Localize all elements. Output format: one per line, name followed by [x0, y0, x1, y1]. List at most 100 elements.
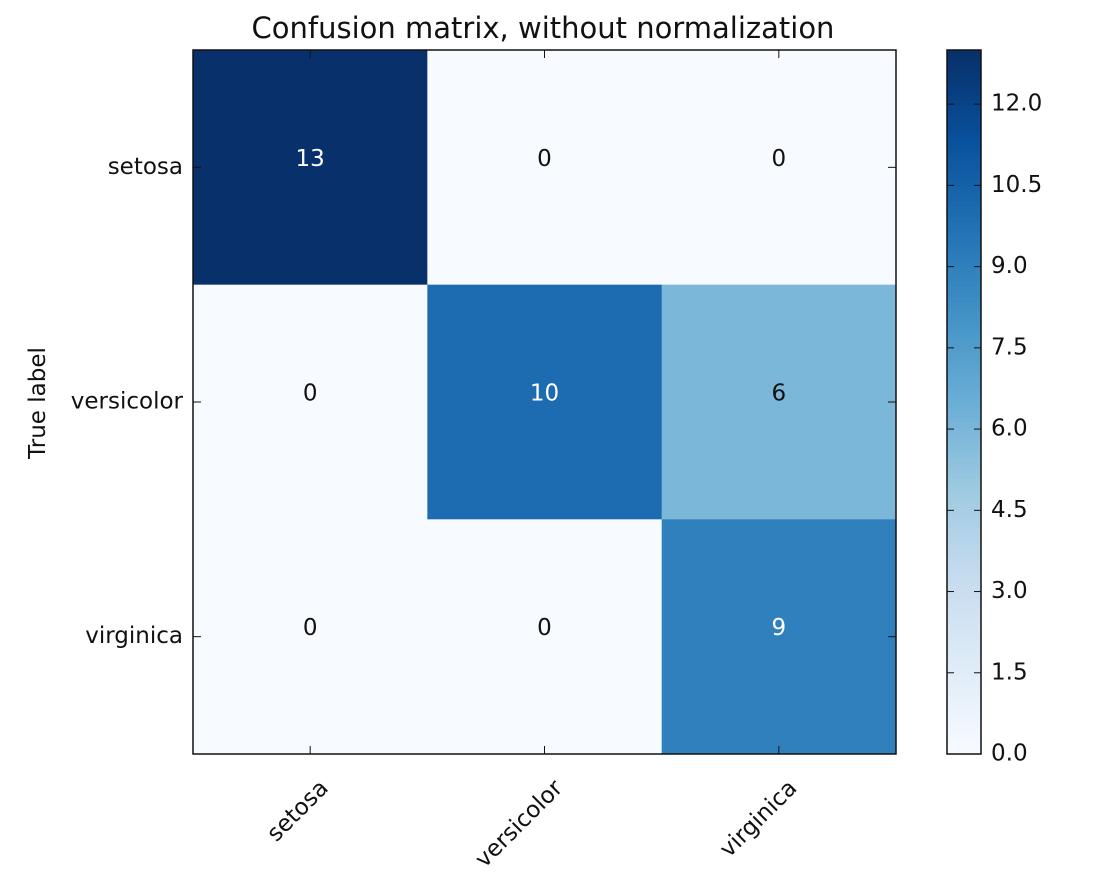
- colorbar-strip: [947, 613, 981, 619]
- colorbar-strip: [947, 200, 981, 207]
- colorbar-strip: [947, 678, 981, 685]
- colorbar-strip: [947, 256, 981, 262]
- colorbar-strip: [947, 60, 981, 66]
- colorbar-strip: [947, 733, 981, 740]
- colorbar-strip: [947, 336, 981, 343]
- colorbar-strip: [947, 55, 981, 61]
- colorbar-tick-label: 1.5: [991, 659, 1028, 685]
- colorbar-strip: [947, 135, 981, 142]
- heatmap-cell: [193, 284, 428, 520]
- colorbar-strip: [947, 542, 981, 549]
- colorbar-tick-label: 10.5: [991, 172, 1042, 198]
- colorbar-strip: [947, 175, 981, 182]
- colorbar-strip: [947, 110, 981, 116]
- colorbar-strip: [947, 120, 981, 127]
- colorbar-strip: [947, 236, 981, 242]
- colorbar-strip: [947, 326, 981, 333]
- colorbar-strip: [947, 210, 981, 217]
- heatmap-cell: [661, 50, 897, 286]
- colorbar-frame: [946, 49, 982, 755]
- colorbar-strip: [947, 195, 981, 202]
- colorbar-tick-label: 6.0: [991, 416, 1028, 442]
- colorbar-strip: [947, 532, 981, 539]
- colorbar-strip: [947, 402, 981, 408]
- colorbar-tick-label: 12.0: [991, 91, 1042, 117]
- colorbar-strip: [947, 215, 981, 222]
- colorbar-strip: [947, 512, 981, 519]
- colorbar-strip: [947, 728, 981, 735]
- cell-value-label: 0: [303, 615, 318, 641]
- colorbar-strip: [947, 688, 981, 695]
- colorbar-tick-label: 3.0: [991, 578, 1028, 604]
- colorbar-strip: [947, 241, 981, 247]
- colorbar-strip: [947, 487, 981, 494]
- colorbar-strip: [947, 246, 981, 252]
- colorbar-strip: [947, 366, 981, 373]
- colorbar-strip: [947, 593, 981, 599]
- colorbar-strip: [947, 738, 981, 745]
- y-axis-ticks: setosa versicolor virginica: [71, 154, 896, 649]
- colorbar-strip: [947, 170, 981, 177]
- colorbar-strip: [947, 205, 981, 212]
- colorbar-strip: [947, 442, 981, 448]
- colorbar-strip: [947, 658, 981, 665]
- colorbar-strip: [947, 226, 981, 232]
- heatmap-cell: [193, 50, 428, 286]
- cell-value-labels: 13 0 0 0 10 6 0 0 9: [296, 146, 787, 641]
- colorbar-strip: [947, 693, 981, 700]
- colorbar-strip: [947, 497, 981, 504]
- colorbar-strip: [947, 296, 981, 303]
- colorbar-strip: [947, 562, 981, 569]
- colorbar-strip: [947, 748, 981, 755]
- colorbar-strip: [947, 155, 981, 162]
- colorbar-strip: [947, 698, 981, 705]
- colorbar-strip: [947, 391, 981, 398]
- colorbar-strip: [947, 105, 981, 111]
- colorbar-strip: [947, 703, 981, 710]
- colorbar-strip: [947, 567, 981, 574]
- colorbar-strip: [947, 276, 981, 282]
- colorbar: [947, 50, 981, 755]
- colorbar-strip: [947, 140, 981, 147]
- colorbar-strip: [947, 65, 981, 71]
- cell-value-label: 10: [530, 381, 559, 407]
- colorbar-strip: [947, 281, 981, 287]
- colorbar-strip: [947, 407, 981, 413]
- colorbar-strip: [947, 452, 981, 458]
- colorbar-strip: [947, 618, 981, 624]
- colorbar-strip: [947, 412, 981, 418]
- colorbar-strip: [947, 341, 981, 348]
- colorbar-strip: [947, 552, 981, 559]
- colorbar-strip: [947, 376, 981, 383]
- colorbar-strip: [947, 588, 981, 594]
- colorbar-strip: [947, 683, 981, 690]
- colorbar-strip: [947, 718, 981, 725]
- colorbar-strip: [947, 361, 981, 368]
- cell-value-label: 0: [772, 146, 787, 172]
- colorbar-strip: [947, 643, 981, 649]
- colorbar-strip: [947, 50, 981, 56]
- y-axis-title-group: True label: [25, 347, 51, 460]
- colorbar-strip: [947, 316, 981, 323]
- colorbar-strip: [947, 251, 981, 257]
- colorbar-strip: [947, 432, 981, 438]
- heatmap-cell: [427, 519, 663, 755]
- colorbar-tick-label: 9.0: [991, 253, 1028, 279]
- cell-value-label: 0: [537, 146, 552, 172]
- colorbar-strip: [947, 648, 981, 655]
- colorbar-strip: [947, 125, 981, 132]
- colorbar-strip: [947, 482, 981, 489]
- cell-value-label: 6: [772, 381, 787, 407]
- colorbar-strip: [947, 653, 981, 660]
- colorbar-strip: [947, 145, 981, 152]
- colorbar-strip: [947, 713, 981, 720]
- colorbar-strip: [947, 381, 981, 388]
- colorbar-strip: [947, 578, 981, 584]
- y-tick-label: virginica: [85, 623, 183, 649]
- heatmap-cell: [661, 284, 897, 520]
- colorbar-strip: [947, 351, 981, 358]
- heatmap-cell: [661, 519, 897, 755]
- cell-value-label: 9: [772, 615, 787, 641]
- colorbar-strip: [947, 467, 981, 473]
